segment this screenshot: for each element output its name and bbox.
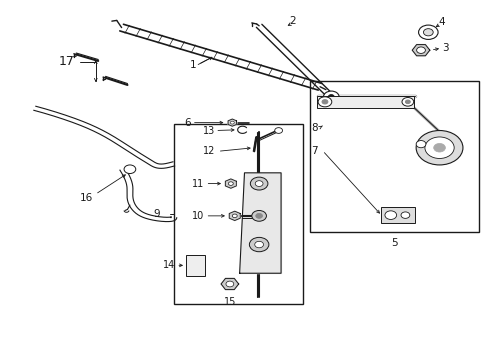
Text: 9: 9: [153, 209, 160, 219]
Bar: [316, 96, 413, 108]
Circle shape: [423, 29, 432, 36]
Text: 5: 5: [390, 238, 397, 248]
Circle shape: [424, 137, 453, 158]
Circle shape: [418, 25, 437, 40]
Circle shape: [322, 100, 327, 104]
Circle shape: [415, 140, 425, 148]
Text: 13: 13: [203, 126, 215, 135]
Circle shape: [416, 47, 425, 53]
Circle shape: [274, 128, 282, 134]
Polygon shape: [221, 278, 238, 289]
Text: 1: 1: [190, 60, 196, 70]
Bar: [173, 125, 303, 304]
Text: 10: 10: [192, 211, 204, 221]
Circle shape: [250, 177, 267, 190]
Polygon shape: [227, 119, 236, 126]
Text: 15: 15: [223, 297, 236, 307]
Circle shape: [415, 131, 462, 165]
Circle shape: [401, 98, 413, 106]
Text: 12: 12: [203, 146, 215, 156]
Text: 6: 6: [184, 118, 190, 128]
Circle shape: [255, 181, 263, 186]
Polygon shape: [411, 45, 429, 56]
Text: 4: 4: [438, 17, 445, 27]
Circle shape: [249, 237, 268, 252]
Circle shape: [328, 95, 333, 99]
Text: 7: 7: [310, 146, 317, 156]
Text: 8: 8: [310, 123, 317, 133]
Circle shape: [400, 212, 409, 219]
Circle shape: [230, 121, 234, 124]
Polygon shape: [229, 211, 240, 221]
Circle shape: [225, 281, 233, 287]
Text: 17: 17: [59, 55, 74, 68]
Circle shape: [255, 213, 262, 219]
Polygon shape: [225, 179, 236, 188]
Circle shape: [433, 143, 445, 152]
Circle shape: [405, 100, 409, 104]
Circle shape: [254, 241, 263, 248]
Text: 14: 14: [163, 260, 175, 270]
Text: 3: 3: [441, 43, 447, 53]
Circle shape: [124, 165, 136, 174]
Polygon shape: [239, 173, 281, 273]
Circle shape: [232, 214, 237, 218]
Text: 16: 16: [79, 193, 92, 203]
Text: 2: 2: [288, 16, 295, 26]
Circle shape: [228, 182, 233, 185]
Bar: [185, 255, 205, 276]
Text: 11: 11: [192, 179, 204, 189]
Circle shape: [251, 211, 266, 221]
Bar: [380, 207, 414, 223]
Circle shape: [318, 97, 331, 107]
Circle shape: [323, 91, 338, 103]
Bar: [310, 81, 478, 232]
Circle shape: [384, 211, 396, 220]
